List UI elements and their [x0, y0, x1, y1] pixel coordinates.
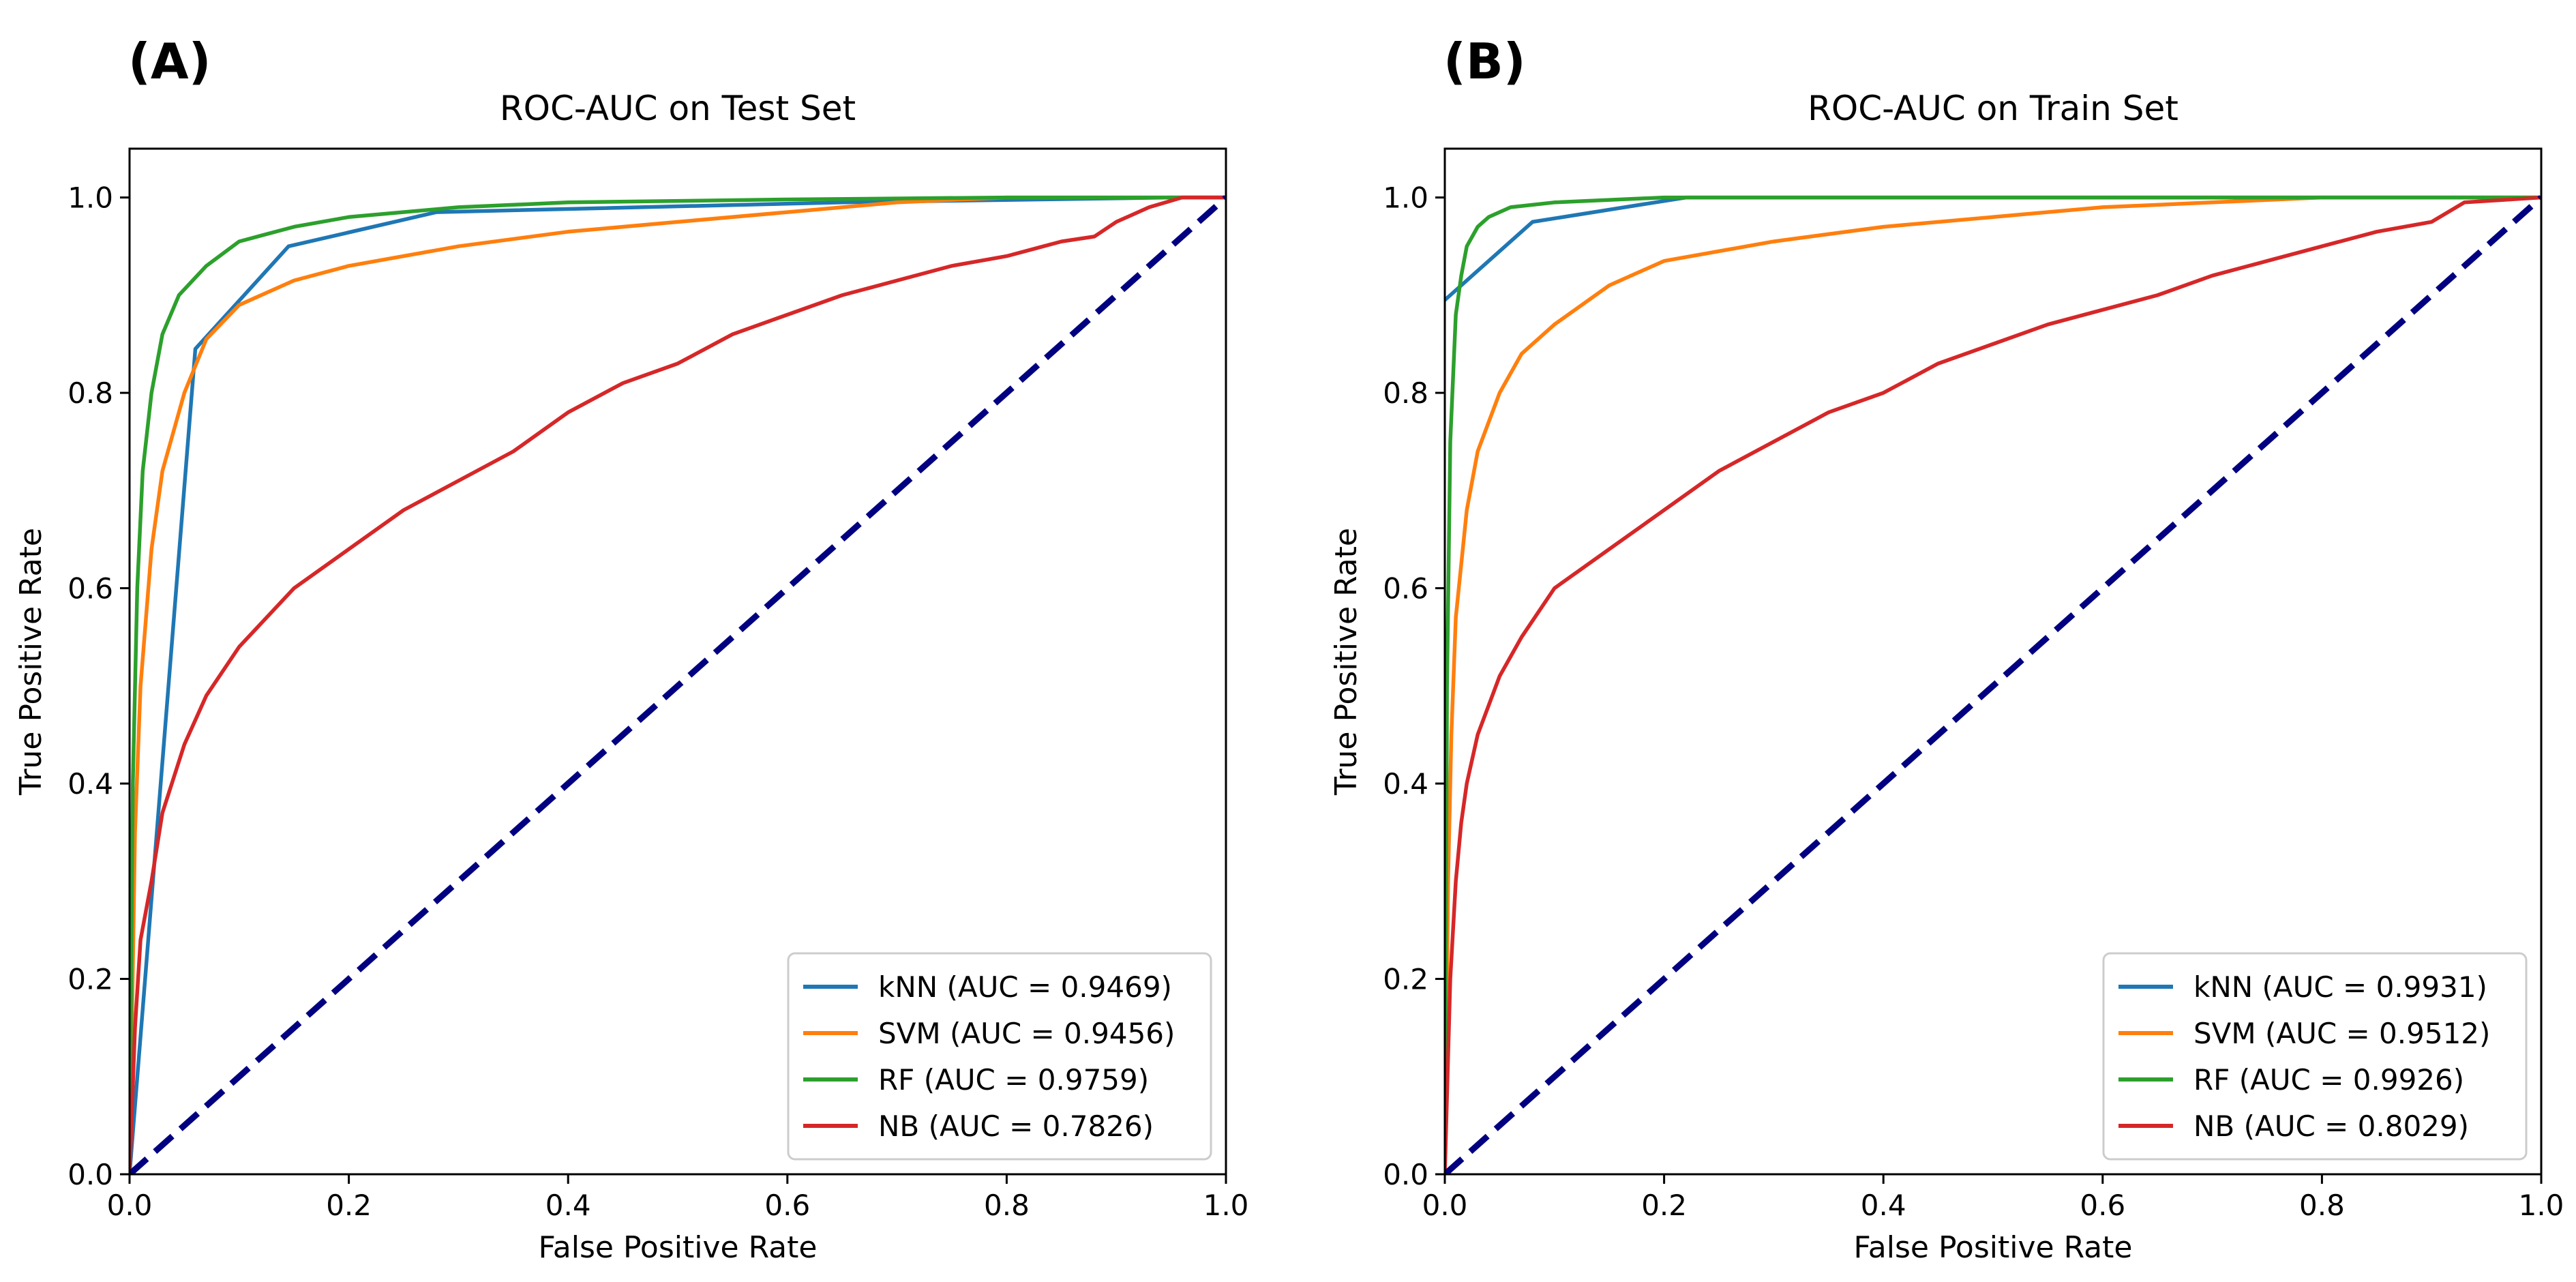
y-axis-label: True Positive Rate	[14, 528, 48, 796]
diagonal-chance-line	[1445, 195, 2541, 1174]
legend-entry: NB (AUC = 0.8029)	[2193, 1109, 2469, 1143]
panel-label: (A)	[128, 33, 211, 90]
legend-entry: SVM (AUC = 0.9456)	[878, 1017, 1175, 1050]
axes-frame	[128, 147, 1227, 1176]
diagonal-chance-line	[130, 195, 1226, 1174]
x-tick-label: 0.4	[1861, 1189, 1906, 1222]
x-tick-label: 0.2	[326, 1189, 372, 1222]
y-tick-label: 0.0	[68, 1158, 113, 1191]
y-tick-label: 0.6	[1383, 572, 1428, 606]
y-tick-label: 0.2	[1383, 963, 1428, 996]
legend-box	[2102, 952, 2528, 1161]
legend: kNN (AUC = 0.9931) SVM (AUC = 0.9512) RF (…	[2102, 952, 2528, 1161]
y-tick-label: 0.4	[1383, 767, 1428, 801]
panel-label: (B)	[1443, 33, 1526, 90]
y-axis-label: True Positive Rate	[1329, 528, 1364, 796]
panel-b: (B) ROC-AUC on Train Set 0.0 0.2 0.4 0.6 0.8 1.…	[1329, 33, 2564, 1265]
legend-entry: SVM (AUC = 0.9512)	[2193, 1017, 2490, 1050]
chart-title: ROC-AUC on Train Set	[1808, 89, 2178, 128]
series-group	[130, 195, 1226, 1174]
legend-entry: RF (AUC = 0.9926)	[2193, 1063, 2464, 1097]
legend-entry: NB (AUC = 0.7826)	[878, 1109, 1154, 1143]
series-line-rf	[1445, 195, 2541, 1174]
series-line-svm	[1445, 195, 2541, 1174]
y-tick-label: 0.2	[68, 963, 113, 996]
x-tick-label: 0.0	[107, 1189, 153, 1222]
legend-entry: RF (AUC = 0.9759)	[878, 1063, 1149, 1097]
x-tick-label: 1.0	[1203, 1189, 1249, 1222]
x-tick-label: 0.8	[984, 1189, 1030, 1222]
chart-title: ROC-AUC on Test Set	[500, 89, 856, 128]
x-tick-label: 0.6	[2080, 1189, 2125, 1222]
x-tick-label: 0.6	[764, 1189, 810, 1222]
legend-entry: kNN (AUC = 0.9931)	[2193, 970, 2487, 1004]
series-line-svm	[130, 195, 1226, 1174]
x-tick-label: 0.2	[1641, 1189, 1687, 1222]
x-tick-label: 0.0	[1422, 1189, 1468, 1222]
x-axis-label: False Positive Rate	[539, 1230, 818, 1265]
y-tick-label: 1.0	[1383, 181, 1428, 215]
y-tick-label: 0.8	[1383, 376, 1428, 410]
y-tick-label: 0.8	[68, 376, 113, 410]
y-tick-label: 1.0	[68, 181, 113, 215]
y-tick-label: 0.6	[68, 572, 113, 606]
x-axis-label: False Positive Rate	[1854, 1230, 2133, 1265]
panel-a: (A) ROC-AUC on Test Set 0.0 0.2 0.4 0.6 0.8 1.0…	[14, 33, 1248, 1265]
y-tick-label: 0.0	[1383, 1158, 1428, 1191]
x-tick-label: 0.8	[2299, 1189, 2345, 1222]
series-line-nb	[1445, 195, 2541, 1174]
series-line-rf	[130, 195, 1226, 1174]
axes-frame	[1443, 147, 2543, 1176]
y-tick-label: 0.4	[68, 767, 113, 801]
series-line-nb	[130, 195, 1226, 1174]
x-tick-label: 0.4	[545, 1189, 591, 1222]
series-group	[1445, 195, 2541, 1174]
legend: kNN (AUC = 0.9469) SVM (AUC = 0.9456) RF (…	[787, 952, 1212, 1161]
x-tick-label: 1.0	[2519, 1189, 2564, 1222]
legend-box	[787, 952, 1212, 1161]
legend-entry: kNN (AUC = 0.9469)	[878, 970, 1172, 1004]
